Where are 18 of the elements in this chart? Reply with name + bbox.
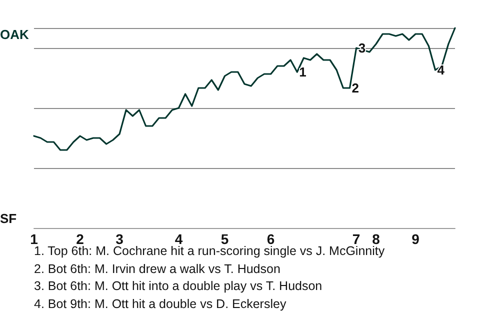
x-tick-label: 5 xyxy=(220,231,229,247)
x-tick-label: 6 xyxy=(266,231,275,247)
text: 2. Bot 6th: M. Irvin drew a walk vs T. Hudson xyxy=(34,260,282,278)
x-tick-label: 1 xyxy=(30,231,38,247)
x-tick-label: 3 xyxy=(116,231,124,247)
x-tick-label: 9 xyxy=(412,231,420,247)
text: 3. Bot 6th: M. Ott hit into a double play vs T. Hudson xyxy=(34,278,324,295)
annotation: 1 xyxy=(299,64,306,80)
annotation: 4 xyxy=(437,62,446,78)
text: SF xyxy=(0,211,17,226)
text: 4. Bot 9th: M. Ott hit a double vs D. Eckersley xyxy=(34,296,288,313)
x-tick-label: 8 xyxy=(372,231,380,247)
text: OAK xyxy=(0,27,30,42)
x-tick-label: 4 xyxy=(174,231,183,247)
x-tick-label: 2 xyxy=(76,231,84,247)
x-tick-label: 7 xyxy=(352,231,360,247)
text: 1. Top 6th: M. Cochrane hit a run-scoring single vs J. McGinnity xyxy=(34,244,385,260)
annotation: 2 xyxy=(352,80,359,96)
